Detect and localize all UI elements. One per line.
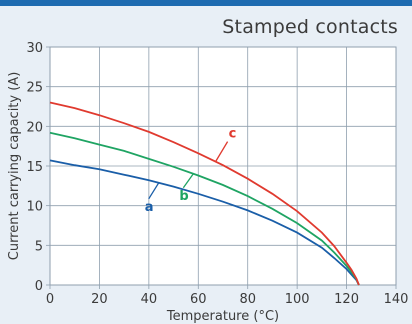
x-tick-label: 120 <box>334 292 359 307</box>
y-axis-label: Current carrying capacity (A) <box>7 72 22 261</box>
x-tick-label: 20 <box>91 292 108 307</box>
y-tick-label: 20 <box>26 120 43 135</box>
x-tick-label: 40 <box>141 292 158 307</box>
x-axis-label: Temperature (°C) <box>166 309 279 324</box>
series-c-leader <box>215 141 229 162</box>
series-b-label: b <box>179 189 188 204</box>
x-tick-label: 100 <box>285 292 310 307</box>
x-tick-label: 80 <box>239 292 256 307</box>
series-b-line <box>49 131 360 286</box>
series-a-line <box>49 159 360 286</box>
chart-title: Stamped contacts <box>222 16 398 38</box>
x-tick-label: 60 <box>190 292 207 307</box>
series-a-label: a <box>145 200 154 215</box>
y-tick-label: 10 <box>26 200 43 215</box>
y-axis-ticks: 0 5 10 15 20 25 30 <box>26 41 43 294</box>
series-c-line <box>49 101 360 286</box>
series-a-leader <box>148 182 160 200</box>
header-accent-bar <box>0 0 412 6</box>
x-axis-ticks: 0 20 40 60 80 100 120 140 <box>46 292 409 307</box>
x-tick-label: 140 <box>384 292 409 307</box>
x-tick-label: 0 <box>46 292 54 307</box>
series-c-label: c <box>229 127 237 142</box>
y-tick-label: 5 <box>35 239 43 254</box>
series-b-leader <box>182 173 194 189</box>
y-tick-label: 25 <box>26 81 43 96</box>
y-tick-label: 0 <box>35 279 43 294</box>
y-tick-label: 15 <box>26 160 43 175</box>
y-tick-label: 30 <box>26 41 43 56</box>
series-labels: a b c <box>145 127 237 215</box>
series-lines <box>49 101 360 286</box>
